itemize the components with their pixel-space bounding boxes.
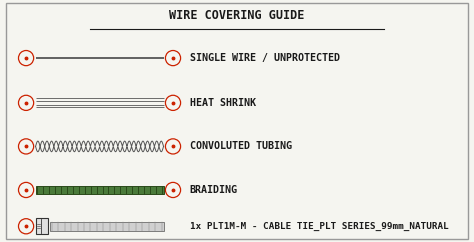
Text: HEAT SHRINK: HEAT SHRINK xyxy=(190,98,255,108)
FancyBboxPatch shape xyxy=(36,218,48,234)
Text: SINGLE WIRE / UNPROTECTED: SINGLE WIRE / UNPROTECTED xyxy=(190,53,339,63)
Text: WIRE COVERING GUIDE: WIRE COVERING GUIDE xyxy=(169,9,305,22)
Text: 1x PLT1M-M - CABLE TIE_PLT SERIES_99mm_NATURAL: 1x PLT1M-M - CABLE TIE_PLT SERIES_99mm_N… xyxy=(190,222,448,231)
FancyBboxPatch shape xyxy=(36,186,164,194)
FancyBboxPatch shape xyxy=(50,222,164,231)
Text: BRAIDING: BRAIDING xyxy=(190,185,237,195)
Text: CONVOLUTED TUBING: CONVOLUTED TUBING xyxy=(190,141,292,151)
